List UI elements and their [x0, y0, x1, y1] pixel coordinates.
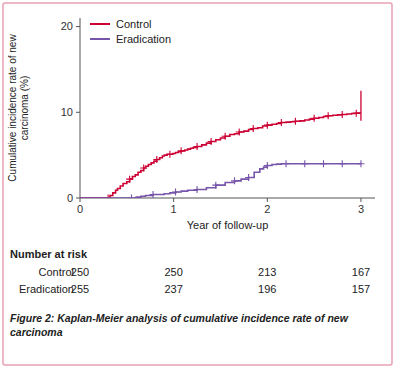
censor-mark: [292, 118, 299, 125]
risk-count: 255: [71, 283, 89, 295]
x-tick: [360, 198, 361, 202]
y-tick: [76, 112, 80, 113]
x-tick: [80, 198, 81, 202]
censor-mark: [264, 122, 271, 129]
risk-count: 237: [164, 283, 182, 295]
censor-mark: [212, 182, 219, 189]
y-tick: [76, 26, 80, 27]
censor-mark: [325, 112, 332, 119]
x-tick-label: 0: [77, 203, 83, 215]
censor-mark: [311, 115, 318, 122]
y-tick-label: 20: [61, 20, 73, 32]
text-line: Figure 2: Kaplan-Meier analysis of cumul…: [10, 312, 349, 324]
x-tick-label: 3: [358, 203, 364, 215]
censor-mark: [320, 160, 327, 167]
x-axis-label: Year of follow-up: [187, 219, 269, 231]
risk-count: 213: [258, 266, 276, 278]
y-tick-label: 10: [61, 106, 73, 118]
caption: Figure 2: Kaplan-Meier analysis of cumul…: [10, 312, 349, 338]
legend-label: Control: [116, 18, 151, 30]
risk-count: 157: [352, 283, 370, 295]
censor-mark: [150, 191, 157, 198]
censor-mark: [178, 147, 185, 154]
censor-mark: [357, 160, 364, 167]
censor-mark: [278, 119, 285, 126]
censor-mark: [128, 195, 135, 199]
censor-mark: [153, 156, 160, 163]
censor-mark: [236, 129, 243, 136]
risk-count: 196: [258, 283, 276, 295]
legend-label: Eradication: [116, 33, 171, 45]
censor-mark: [222, 133, 229, 140]
censor-mark: [194, 143, 201, 150]
risk-count: 250: [164, 266, 182, 278]
y-tick-label: 0: [67, 192, 73, 204]
censor-mark: [264, 162, 271, 169]
text-line: Cumulative incidence rate of new: [7, 34, 18, 182]
censor-mark: [140, 165, 147, 172]
y-axis-line: [80, 18, 81, 198]
censor-mark: [126, 176, 133, 183]
censor-mark: [194, 186, 201, 193]
legend: Control Eradication: [90, 18, 171, 45]
x-tick: [267, 198, 268, 202]
page-frame: [3, 3, 392, 365]
text-line: carcinoma: [10, 326, 63, 338]
axes: 0 10 20 0 1 2 3: [61, 18, 375, 215]
censor-mark: [339, 160, 346, 167]
survival-line: [80, 164, 361, 198]
x-tick-label: 1: [171, 203, 177, 215]
censor-mark: [208, 138, 215, 145]
censor-mark: [339, 111, 346, 118]
risk-count: 250: [71, 266, 89, 278]
risk-row-label: Control: [39, 266, 74, 278]
legend-swatch: [90, 38, 110, 40]
survival-line: [80, 113, 361, 198]
risk-table: Number at riskControl250250213167Eradica…: [10, 248, 370, 295]
risk-table-header: Number at risk: [10, 248, 88, 260]
plot-area: [80, 91, 364, 198]
text-line: carcinoma (%): [19, 76, 30, 140]
censor-mark: [353, 110, 360, 117]
risk-count: 167: [352, 266, 370, 278]
y-tick: [76, 198, 80, 199]
censor-mark: [283, 160, 290, 167]
censor-mark: [231, 177, 238, 184]
censor-mark: [301, 160, 308, 167]
risk-row-label: Eradication: [19, 283, 74, 295]
censor-mark: [250, 125, 257, 132]
censor-mark: [172, 189, 179, 196]
x-tick: [173, 198, 174, 202]
censor-mark: [166, 151, 173, 158]
chart: 0 10 20 0 1 2 3 Year of follow-up Cumulative inc…: [0, 0, 395, 368]
y-axis-label: Cumulative incidence rate of newcarcinom…: [7, 34, 30, 182]
confidence-interval: [360, 91, 361, 121]
x-tick-label: 2: [264, 203, 270, 215]
censor-mark: [245, 174, 252, 181]
legend-swatch: [90, 23, 110, 25]
